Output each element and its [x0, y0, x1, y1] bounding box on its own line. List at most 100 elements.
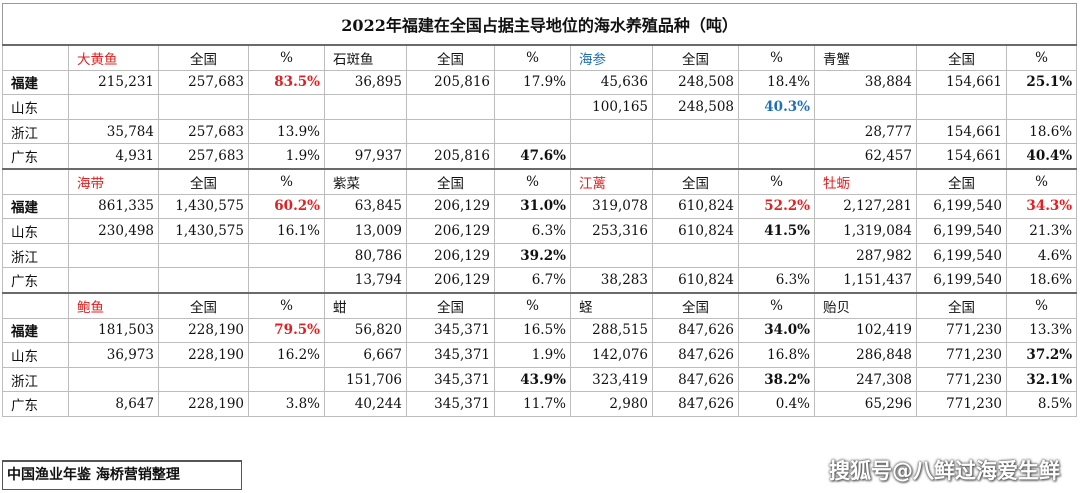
local-value [68, 94, 159, 120]
national-value: 345,371 [406, 366, 495, 393]
local-value [324, 94, 407, 120]
species-name: 紫菜 [324, 167, 407, 195]
species-name: 海带 [68, 167, 159, 195]
share-percent [248, 366, 325, 393]
local-value [68, 242, 159, 269]
national-value: 1,430,575 [158, 218, 249, 244]
share-percent: 47.6% [494, 143, 571, 170]
share-percent: 16.2% [248, 342, 325, 368]
share-percent: 39.2% [494, 242, 571, 269]
share-percent: 6.3% [494, 218, 571, 244]
local-value: 100,165 [570, 94, 653, 120]
national-value: 205,816 [406, 143, 495, 170]
national-value: 6,199,540 [916, 267, 1007, 294]
national-value: 206,129 [406, 193, 495, 220]
table-row: 浙江 80,786 206,129 39.2% 287,982 6,199,540 4.6% [2, 242, 1078, 269]
national-value: 847,626 [652, 342, 739, 368]
national-value [652, 118, 739, 145]
local-value: 63,845 [324, 193, 407, 220]
band-header-row: 海带 全国% 紫菜 全国% 江蓠 全国% 牡蛎 全国% [2, 167, 1078, 195]
share-percent: 79.5% [248, 317, 325, 344]
share-percent [738, 242, 815, 269]
local-value: 2,980 [570, 391, 653, 417]
table-title: 2022年福建在全国占据主导地位的海水养殖品种（吨） [1, 3, 1078, 46]
species-name: 大黄鱼 [68, 43, 159, 71]
share-percent: 60.2% [248, 193, 325, 220]
province-label: 广东 [2, 143, 69, 170]
local-value: 36,895 [324, 69, 407, 96]
share-percent [248, 267, 325, 294]
national-value: 610,824 [652, 193, 739, 220]
national-header: 全国 [406, 43, 495, 71]
national-header: 全国 [158, 167, 249, 195]
national-value: 847,626 [652, 317, 739, 344]
share-percent: 3.8% [248, 391, 325, 417]
national-value: 154,661 [916, 143, 1007, 170]
table-row: 福建 181,503 228,190 79.5% 56,820 345,371 16.5% 2… [2, 317, 1078, 344]
national-value: 257,683 [158, 143, 249, 170]
table-row: 浙江 151,706 345,371 43.9% 323,419 847,626 38.2%… [2, 366, 1078, 393]
national-value: 248,508 [652, 69, 739, 96]
national-value [652, 143, 739, 170]
national-value [158, 242, 249, 269]
national-value: 154,661 [916, 118, 1007, 145]
share-percent: 16.5% [494, 317, 571, 344]
share-percent: 11.7% [494, 391, 571, 417]
national-header: 全国 [652, 291, 739, 319]
national-header: 全国 [158, 291, 249, 319]
national-value: 345,371 [406, 342, 495, 368]
local-value [570, 118, 653, 145]
national-value: 771,230 [916, 342, 1007, 368]
local-value [570, 242, 653, 269]
percent-header: % [248, 167, 325, 195]
share-percent: 31.0% [494, 193, 571, 220]
share-percent: 38.2% [738, 366, 815, 393]
province-label: 广东 [2, 267, 69, 294]
local-value: 102,419 [814, 317, 917, 344]
share-percent: 43.9% [494, 366, 571, 393]
share-percent [738, 143, 815, 170]
share-percent: 17.9% [494, 69, 571, 96]
national-value: 847,626 [652, 391, 739, 417]
national-header: 全国 [652, 167, 739, 195]
percent-header: % [494, 291, 571, 319]
table-row: 广东 4,931 257,683 1.9% 97,937 205,816 47.6% 62,4… [2, 143, 1078, 170]
province-label: 山东 [2, 94, 69, 120]
national-value: 206,129 [406, 218, 495, 244]
national-header: 全国 [652, 43, 739, 71]
national-value: 1,430,575 [158, 193, 249, 220]
province-label: 福建 [2, 69, 69, 96]
share-percent [248, 242, 325, 269]
province-label: 福建 [2, 193, 69, 220]
species-name: 蛏 [570, 291, 653, 319]
table-row: 山东 230,498 1,430,575 16.1% 13,009 206,129 6.3%… [2, 218, 1078, 244]
band-header-row: 鲍鱼 全国% 蚶全国% 蛏全国% 贻贝 全国% [2, 291, 1078, 319]
species-name: 牡蛎 [814, 167, 917, 195]
share-percent: 4.6% [1005, 242, 1078, 269]
local-value: 288,515 [570, 317, 653, 344]
share-percent: 8.5% [1005, 391, 1078, 417]
national-value: 345,371 [406, 317, 495, 344]
local-value: 1,151,437 [814, 267, 917, 294]
share-percent: 21.3% [1005, 218, 1078, 244]
share-percent: 18.4% [738, 69, 815, 96]
local-value: 56,820 [324, 317, 407, 344]
local-value: 861,335 [68, 193, 159, 220]
local-value: 13,009 [324, 218, 407, 244]
share-percent [494, 94, 571, 120]
share-percent [738, 118, 815, 145]
local-value: 6,667 [324, 342, 407, 368]
local-value [68, 366, 159, 393]
share-percent: 83.5% [248, 69, 325, 96]
corner-cell [2, 167, 69, 195]
percent-header: % [1005, 291, 1078, 319]
province-label: 福建 [2, 317, 69, 344]
percent-header: % [1005, 43, 1078, 71]
province-label: 山东 [2, 342, 69, 368]
local-value: 4,931 [68, 143, 159, 170]
national-value: 206,129 [406, 267, 495, 294]
national-value: 6,199,540 [916, 242, 1007, 269]
local-value: 45,636 [570, 69, 653, 96]
share-percent: 40.4% [1005, 143, 1078, 170]
national-value: 610,824 [652, 267, 739, 294]
